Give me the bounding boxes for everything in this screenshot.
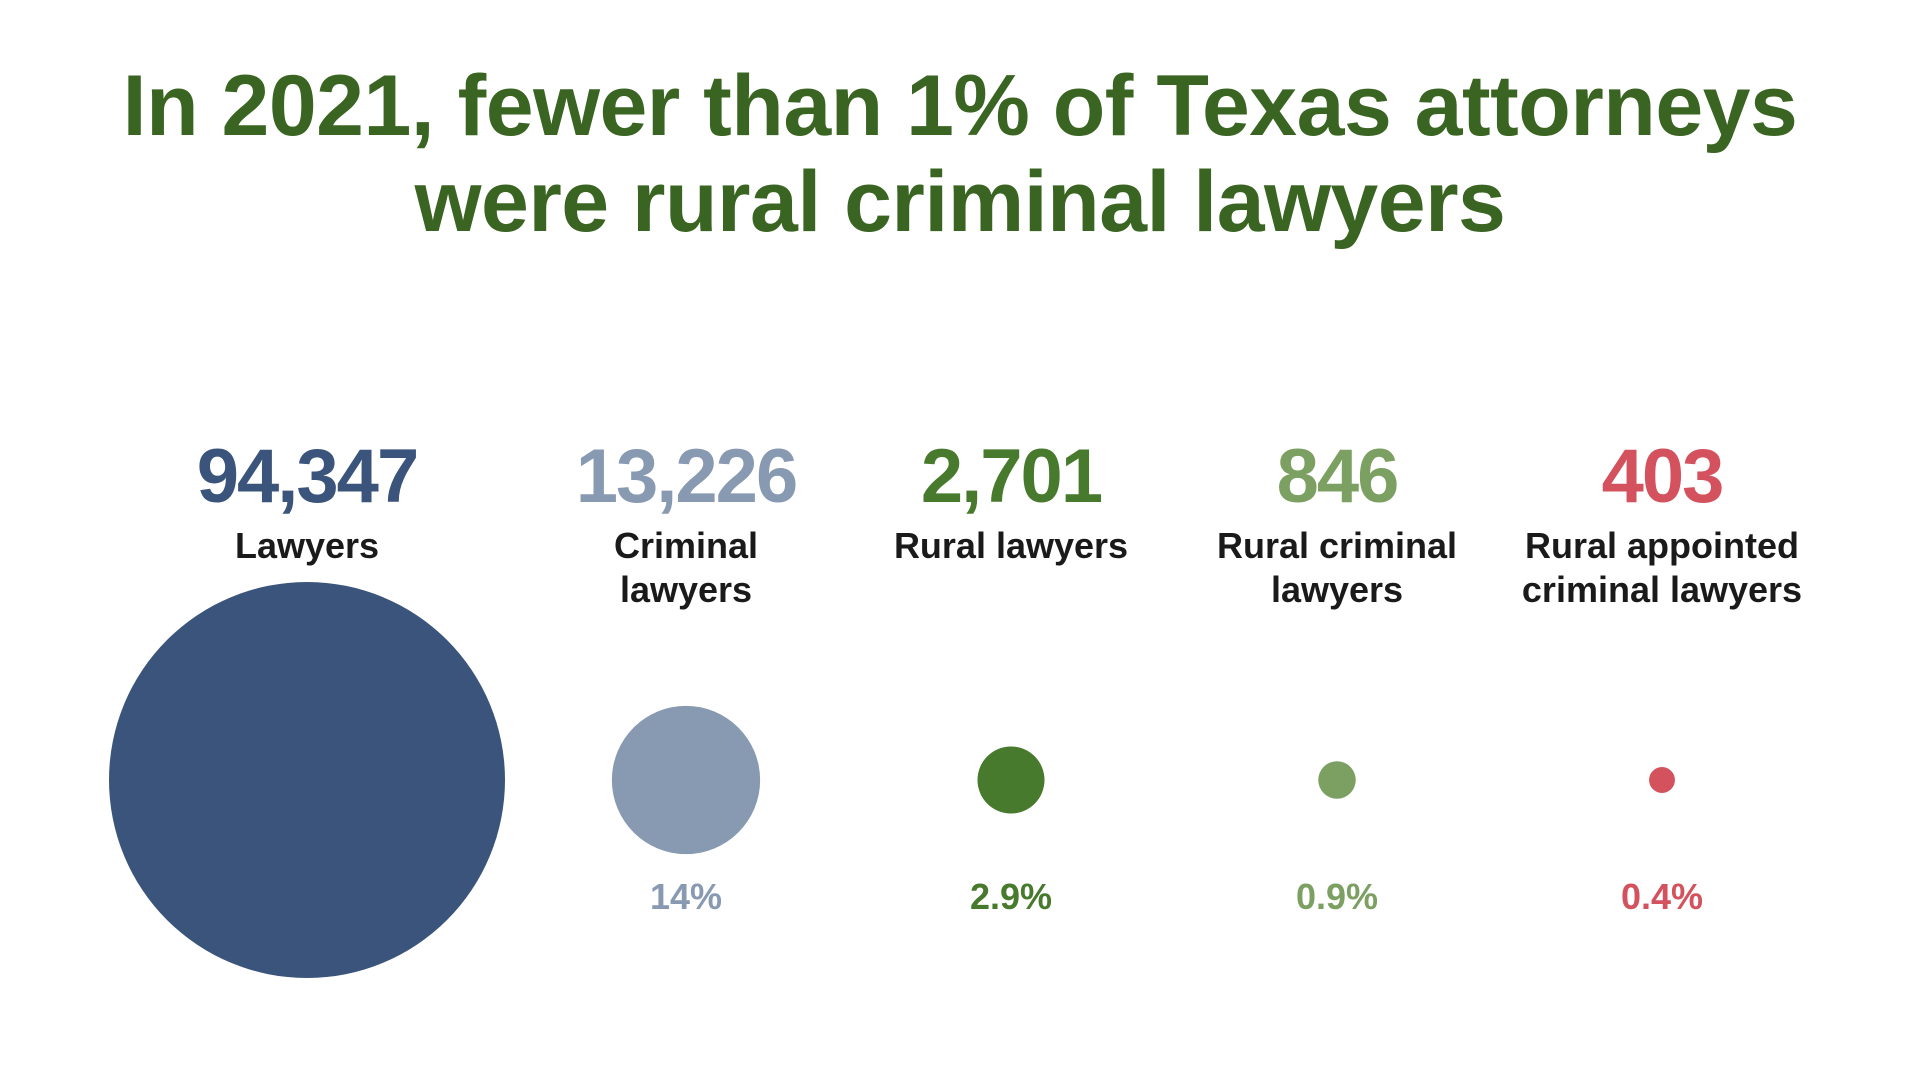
bubble-1 <box>109 582 505 978</box>
category-label-2-line-1: Criminal <box>614 525 758 566</box>
count-value-4: 846 <box>1277 434 1398 519</box>
chart-title-line-1: In 2021, fewer than 1% of Texas attorney… <box>122 58 1798 154</box>
percent-label-4: 0.9% <box>1296 876 1378 917</box>
category-label-5-line-2: criminal lawyers <box>1522 569 1802 610</box>
category-label-1-line-1: Lawyers <box>235 525 379 566</box>
chart-title-line-2: were rural criminal lawyers <box>414 154 1506 250</box>
category-label-2-line-2: lawyers <box>620 569 752 610</box>
percent-label-3: 2.9% <box>970 876 1052 917</box>
count-value-1: 94,347 <box>197 434 417 519</box>
bubble-4 <box>1318 761 1356 799</box>
bubble-2 <box>611 705 761 855</box>
chart-title: In 2021, fewer than 1% of Texas attorney… <box>0 58 1920 250</box>
category-label-4-line-2: lawyers <box>1271 569 1403 610</box>
count-value-3: 2,701 <box>921 434 1102 519</box>
percent-label-5: 0.4% <box>1621 876 1703 917</box>
category-label-4-line-1: Rural criminal <box>1217 525 1457 566</box>
bubble-5 <box>1649 767 1675 793</box>
percent-label-2: 14% <box>650 876 722 917</box>
bubble-3 <box>977 746 1045 814</box>
category-label-3-line-1: Rural lawyers <box>894 525 1128 566</box>
count-value-2: 13,226 <box>576 434 796 519</box>
count-value-5: 403 <box>1602 434 1723 519</box>
category-label-5-line-1: Rural appointed <box>1525 525 1799 566</box>
